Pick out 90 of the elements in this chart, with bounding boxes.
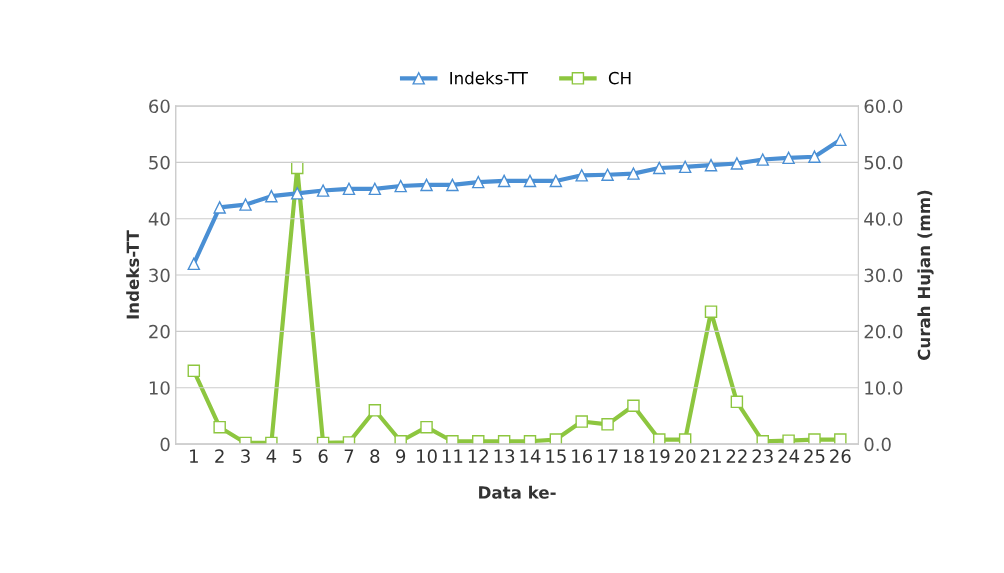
y-tick-label: 20 bbox=[149, 324, 170, 339]
x-tick-label: 13 bbox=[494, 449, 515, 463]
point bbox=[213, 420, 226, 434]
point bbox=[627, 167, 640, 180]
point bbox=[575, 169, 588, 182]
point bbox=[187, 364, 201, 378]
point bbox=[316, 184, 330, 197]
x-tick-label: 6 bbox=[318, 449, 328, 463]
y-tick-label: 10 bbox=[149, 381, 170, 395]
point bbox=[420, 420, 433, 434]
point bbox=[575, 415, 588, 428]
x-tick-label: 2 bbox=[215, 449, 224, 463]
point bbox=[497, 174, 511, 188]
x-tick-label: 21 bbox=[700, 449, 721, 463]
x-tick-label: 23 bbox=[752, 449, 773, 463]
point bbox=[704, 158, 718, 172]
point bbox=[782, 434, 795, 445]
point bbox=[601, 168, 614, 181]
x-tick-label: 7 bbox=[344, 449, 354, 463]
point bbox=[678, 160, 692, 174]
point bbox=[446, 178, 459, 192]
point bbox=[730, 395, 744, 409]
point bbox=[290, 187, 304, 200]
x-tick-label: 16 bbox=[572, 449, 593, 463]
point bbox=[394, 435, 407, 445]
x-tick-label: 11 bbox=[442, 449, 463, 463]
point bbox=[342, 182, 356, 196]
x-tick-label: 8 bbox=[370, 449, 380, 463]
point bbox=[420, 178, 433, 192]
x-tick-label: 10 bbox=[417, 449, 437, 463]
x-tick-label: 18 bbox=[623, 449, 644, 463]
point bbox=[730, 157, 744, 170]
point bbox=[834, 433, 847, 445]
point bbox=[368, 182, 382, 196]
x-tick-label: 24 bbox=[778, 449, 800, 463]
point bbox=[834, 133, 847, 147]
point bbox=[627, 399, 640, 413]
point bbox=[678, 433, 692, 445]
point bbox=[549, 433, 563, 445]
y-tick-label: 50 bbox=[149, 155, 170, 170]
x-tick-label: 19 bbox=[649, 449, 670, 463]
point bbox=[653, 433, 666, 445]
x-tick-label: 3 bbox=[241, 449, 250, 463]
point bbox=[653, 161, 666, 175]
point bbox=[523, 174, 537, 188]
y-tick-label: 40 bbox=[148, 212, 170, 226]
y-tick-label: 0 bbox=[160, 437, 170, 452]
point bbox=[368, 404, 382, 417]
x-tick-label: 26 bbox=[830, 449, 851, 463]
point bbox=[808, 433, 821, 445]
y2-axis-title: Curah Hujan (mm) bbox=[917, 190, 934, 361]
point bbox=[213, 201, 226, 214]
x-axis-title: Data ke- bbox=[479, 485, 556, 499]
point bbox=[446, 435, 459, 445]
y2-tick-label: 60.0 bbox=[864, 99, 903, 114]
point bbox=[472, 175, 485, 189]
y-tick-label: 30 bbox=[149, 268, 170, 283]
x-tick-label: 25 bbox=[804, 449, 825, 463]
x-tick-label: 14 bbox=[520, 449, 541, 463]
point bbox=[549, 174, 563, 188]
x-tick-label: 17 bbox=[598, 449, 618, 463]
y-tick-label: 60 bbox=[149, 99, 170, 114]
legend-label: Indeks-TT bbox=[450, 71, 528, 85]
point bbox=[394, 179, 407, 193]
point bbox=[472, 435, 485, 445]
y2-tick-label: 20.0 bbox=[864, 324, 903, 339]
point bbox=[601, 418, 614, 431]
y2-tick-label: 40.0 bbox=[864, 212, 903, 226]
x-tick-label: 1 bbox=[190, 449, 198, 463]
x-tick-label: 22 bbox=[726, 449, 747, 463]
y2-tick-label: 50.0 bbox=[864, 155, 903, 170]
y2-tick-label: 0.0 bbox=[864, 437, 891, 452]
x-tick-label: 15 bbox=[546, 449, 566, 463]
x-tick-label: 9 bbox=[396, 449, 406, 463]
y2-tick-label: 30.0 bbox=[864, 268, 903, 283]
x-tick-label: 12 bbox=[468, 449, 488, 463]
point bbox=[265, 189, 278, 203]
legend-label: CH bbox=[608, 71, 631, 85]
point bbox=[756, 435, 769, 445]
point bbox=[808, 150, 821, 163]
x-tick-label: 4 bbox=[266, 449, 277, 463]
y2-tick-label: 10.0 bbox=[865, 381, 903, 395]
x-tick-label: 20 bbox=[674, 449, 696, 463]
point bbox=[239, 198, 252, 211]
point bbox=[187, 257, 201, 271]
point bbox=[782, 151, 795, 165]
point bbox=[756, 153, 769, 166]
point bbox=[704, 305, 718, 318]
x-tick-label: 5 bbox=[292, 449, 302, 463]
y-axis-title: Indeks-TT bbox=[126, 230, 140, 319]
